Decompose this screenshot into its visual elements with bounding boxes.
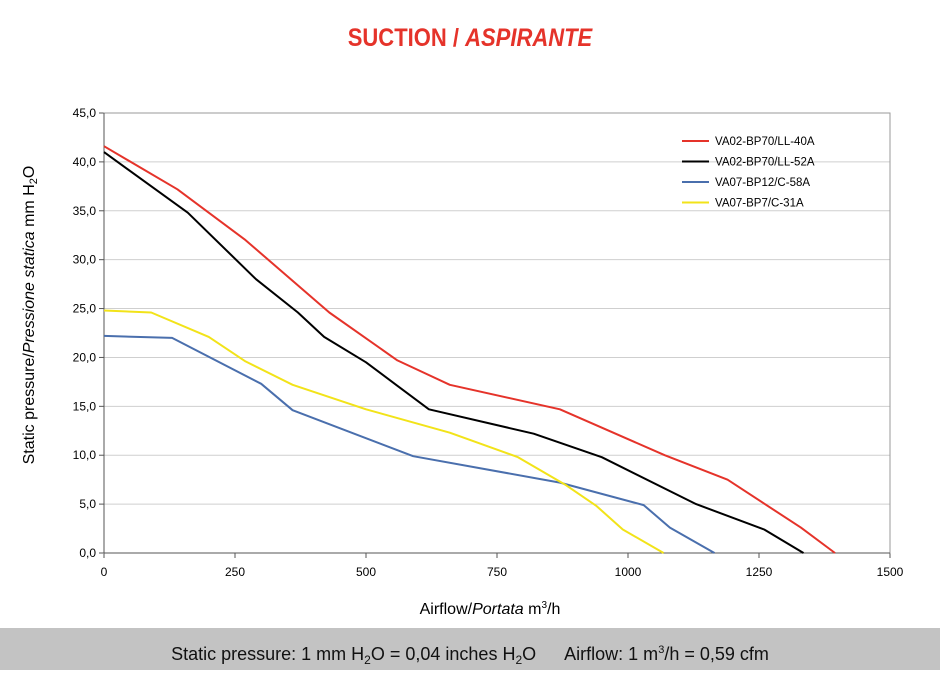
series-line xyxy=(103,309,665,554)
y-tick-label: 20,0 xyxy=(73,350,97,364)
chart-title-main: SUCTION / xyxy=(347,24,459,52)
footer-pressure-text: Static pressure: 1 mm H xyxy=(171,644,365,664)
x-axis-title-part1: Airflow xyxy=(419,601,468,618)
axes xyxy=(99,112,891,558)
y-tick-label: 15,0 xyxy=(73,399,97,413)
series-line xyxy=(103,145,836,554)
legend-label: VA02-BP70/LL-52A xyxy=(715,157,815,169)
legend-label: VA07-BP7/C-31A xyxy=(715,198,804,210)
chart-title-italic: ASPIRANTE xyxy=(465,24,593,52)
x-axis-unit-post: /h xyxy=(547,601,561,618)
legend: VA02-BP70/LL-40A VA02-BP70/LL-52A VA07-BP1… xyxy=(682,136,815,210)
legend-label: VA07-BP12/C-58A xyxy=(715,177,810,189)
footer-pressure-text-3: O xyxy=(522,644,537,664)
footer-sup: 3 xyxy=(658,644,665,656)
y-tick-label: 5,0 xyxy=(79,497,96,511)
x-tick-label: 1000 xyxy=(615,565,642,579)
footer-airflow-text-2: /h = 0,59 cfm xyxy=(664,644,769,664)
y-axis-title: Static pressure/Pressione statica mm H2O xyxy=(20,135,40,495)
y-tick-label: 10,0 xyxy=(73,448,97,462)
x-axis-title: Airflow/Portata m3/h xyxy=(300,600,680,619)
conversion-footer: Static pressure: 1 mm H2O = 0,04 inches … xyxy=(0,628,940,670)
y-tick-label: 30,0 xyxy=(73,253,97,267)
x-axis-unit-pre: m xyxy=(523,601,542,618)
x-tick-label: 1500 xyxy=(877,565,904,579)
line-chart: 0,0 5,0 10,0 15,0 20,0 25,0 30,0 35,0 40,0 45,0 0… xyxy=(73,106,904,579)
footer-airflow-text: Airflow: 1 m xyxy=(564,644,659,664)
footer-sub-1: 2 xyxy=(364,653,371,667)
x-tick-label: 1250 xyxy=(746,565,773,579)
y-axis-unit-pre: mm H xyxy=(21,184,38,232)
chart-title: SUCTION / ASPIRANTE xyxy=(56,24,883,53)
x-tick-label: 250 xyxy=(225,565,245,579)
y-axis-title-sep: / xyxy=(21,353,38,358)
x-axis-title-sep: / xyxy=(467,601,473,618)
series-line xyxy=(103,151,805,554)
grid-lines xyxy=(104,112,890,505)
x-axis-unit-sup: 3 xyxy=(541,600,548,611)
footer-pressure-text-2: O = 0,04 inches H xyxy=(370,644,516,664)
footer-sub-2: 2 xyxy=(515,653,523,667)
legend-label: VA02-BP70/LL-40A xyxy=(715,136,815,148)
y-axis-unit-sub: 2 xyxy=(28,178,40,185)
x-tick-label: 0 xyxy=(101,565,108,579)
x-axis-title-italic: Portata xyxy=(472,601,524,618)
y-axis-title-italic: Pressione statica xyxy=(21,231,38,354)
y-axis-title-part1: Static pressure xyxy=(21,357,38,465)
x-tick-labels: 0 250 500 750 1000 1250 1500 xyxy=(101,565,904,579)
series-line xyxy=(103,334,715,554)
y-tick-label: 25,0 xyxy=(73,302,97,316)
x-tick-label: 500 xyxy=(356,565,376,579)
y-tick-label: 0,0 xyxy=(79,546,96,560)
y-tick-labels: 0,0 5,0 10,0 15,0 20,0 25,0 30,0 35,0 40,0 45,0 xyxy=(73,106,97,560)
y-axis-unit-post: O xyxy=(21,165,38,179)
y-tick-label: 40,0 xyxy=(73,155,97,169)
y-tick-label: 45,0 xyxy=(73,106,97,120)
x-tick-label: 750 xyxy=(487,565,507,579)
series-lines xyxy=(103,145,836,554)
y-tick-label: 35,0 xyxy=(73,204,97,218)
